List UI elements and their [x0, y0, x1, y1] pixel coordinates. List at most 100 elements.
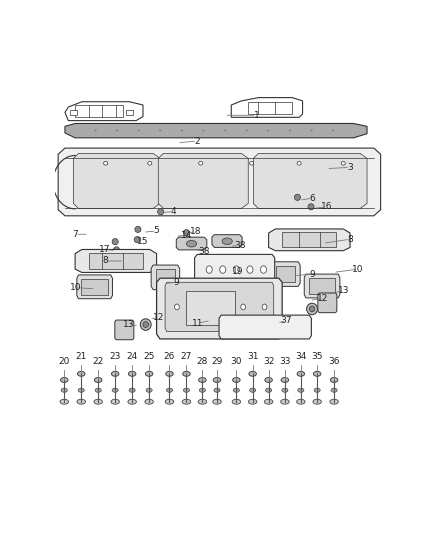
Ellipse shape: [309, 306, 315, 312]
Ellipse shape: [214, 388, 220, 392]
Ellipse shape: [247, 266, 253, 273]
Ellipse shape: [307, 303, 318, 314]
Text: 37: 37: [280, 316, 292, 325]
Ellipse shape: [261, 266, 267, 273]
Polygon shape: [165, 282, 274, 332]
Text: 34: 34: [295, 352, 307, 361]
Ellipse shape: [250, 161, 254, 165]
Ellipse shape: [331, 388, 337, 392]
Ellipse shape: [129, 388, 135, 392]
Text: 15: 15: [137, 237, 148, 246]
Ellipse shape: [262, 304, 267, 310]
Polygon shape: [156, 269, 175, 286]
Text: 18: 18: [190, 227, 201, 236]
FancyBboxPatch shape: [318, 293, 337, 313]
Ellipse shape: [281, 399, 289, 404]
Text: 29: 29: [211, 357, 223, 366]
Text: 38: 38: [198, 247, 210, 256]
Polygon shape: [219, 315, 311, 339]
Ellipse shape: [104, 161, 108, 165]
Polygon shape: [282, 232, 336, 247]
Ellipse shape: [143, 322, 148, 327]
Ellipse shape: [250, 388, 256, 392]
Text: 9: 9: [310, 270, 316, 279]
Text: 27: 27: [181, 352, 192, 361]
Ellipse shape: [341, 161, 345, 165]
Ellipse shape: [267, 130, 270, 132]
Ellipse shape: [233, 388, 240, 392]
Polygon shape: [75, 249, 156, 272]
Ellipse shape: [289, 130, 291, 132]
Ellipse shape: [294, 194, 300, 200]
Ellipse shape: [112, 239, 118, 245]
Ellipse shape: [183, 372, 190, 376]
Ellipse shape: [198, 399, 207, 404]
Ellipse shape: [135, 227, 141, 232]
Ellipse shape: [148, 161, 152, 165]
Text: 5: 5: [154, 227, 159, 236]
Ellipse shape: [134, 237, 140, 243]
Text: 14: 14: [181, 231, 193, 240]
Ellipse shape: [184, 388, 190, 392]
Ellipse shape: [184, 230, 190, 236]
Polygon shape: [187, 290, 235, 325]
Text: 22: 22: [92, 357, 104, 366]
Polygon shape: [304, 274, 340, 298]
Text: 38: 38: [234, 241, 246, 250]
Ellipse shape: [180, 130, 183, 132]
Ellipse shape: [60, 399, 68, 404]
Text: 4: 4: [171, 207, 177, 216]
Text: 26: 26: [164, 352, 175, 361]
Polygon shape: [276, 266, 295, 282]
Ellipse shape: [128, 372, 136, 376]
Polygon shape: [74, 154, 160, 208]
Ellipse shape: [224, 130, 226, 132]
Ellipse shape: [265, 399, 273, 404]
Ellipse shape: [94, 399, 102, 404]
Polygon shape: [272, 262, 300, 286]
Ellipse shape: [308, 204, 314, 210]
Polygon shape: [176, 237, 207, 250]
Text: 1: 1: [254, 111, 260, 120]
Ellipse shape: [77, 399, 85, 404]
Ellipse shape: [310, 130, 313, 132]
Ellipse shape: [158, 208, 164, 215]
Ellipse shape: [314, 388, 320, 392]
Ellipse shape: [313, 399, 321, 404]
Text: 8: 8: [347, 235, 353, 244]
Text: 35: 35: [311, 352, 323, 361]
Ellipse shape: [146, 388, 152, 392]
Text: 8: 8: [102, 256, 108, 265]
Ellipse shape: [222, 238, 232, 245]
Polygon shape: [65, 124, 367, 138]
Text: 31: 31: [247, 352, 258, 361]
Ellipse shape: [166, 372, 173, 376]
Text: 2: 2: [194, 136, 200, 146]
Ellipse shape: [298, 388, 304, 392]
Ellipse shape: [249, 372, 256, 376]
Text: 17: 17: [99, 245, 111, 254]
Text: 23: 23: [110, 352, 121, 361]
Ellipse shape: [233, 377, 240, 383]
Text: 33: 33: [279, 357, 291, 366]
Polygon shape: [58, 148, 381, 216]
Ellipse shape: [265, 388, 272, 392]
Ellipse shape: [145, 372, 153, 376]
Ellipse shape: [187, 240, 197, 247]
Text: 10: 10: [70, 283, 81, 292]
Text: 36: 36: [328, 357, 340, 366]
Polygon shape: [212, 235, 242, 247]
Text: 12: 12: [152, 313, 164, 322]
Text: 20: 20: [59, 357, 70, 366]
Ellipse shape: [111, 399, 120, 404]
Ellipse shape: [199, 388, 205, 392]
Polygon shape: [309, 278, 336, 294]
Ellipse shape: [241, 304, 246, 310]
Text: 16: 16: [321, 203, 332, 211]
Text: 19: 19: [232, 266, 243, 276]
Ellipse shape: [175, 304, 179, 310]
Ellipse shape: [330, 377, 338, 383]
Ellipse shape: [199, 377, 206, 383]
Ellipse shape: [145, 399, 153, 404]
Text: 28: 28: [197, 357, 208, 366]
